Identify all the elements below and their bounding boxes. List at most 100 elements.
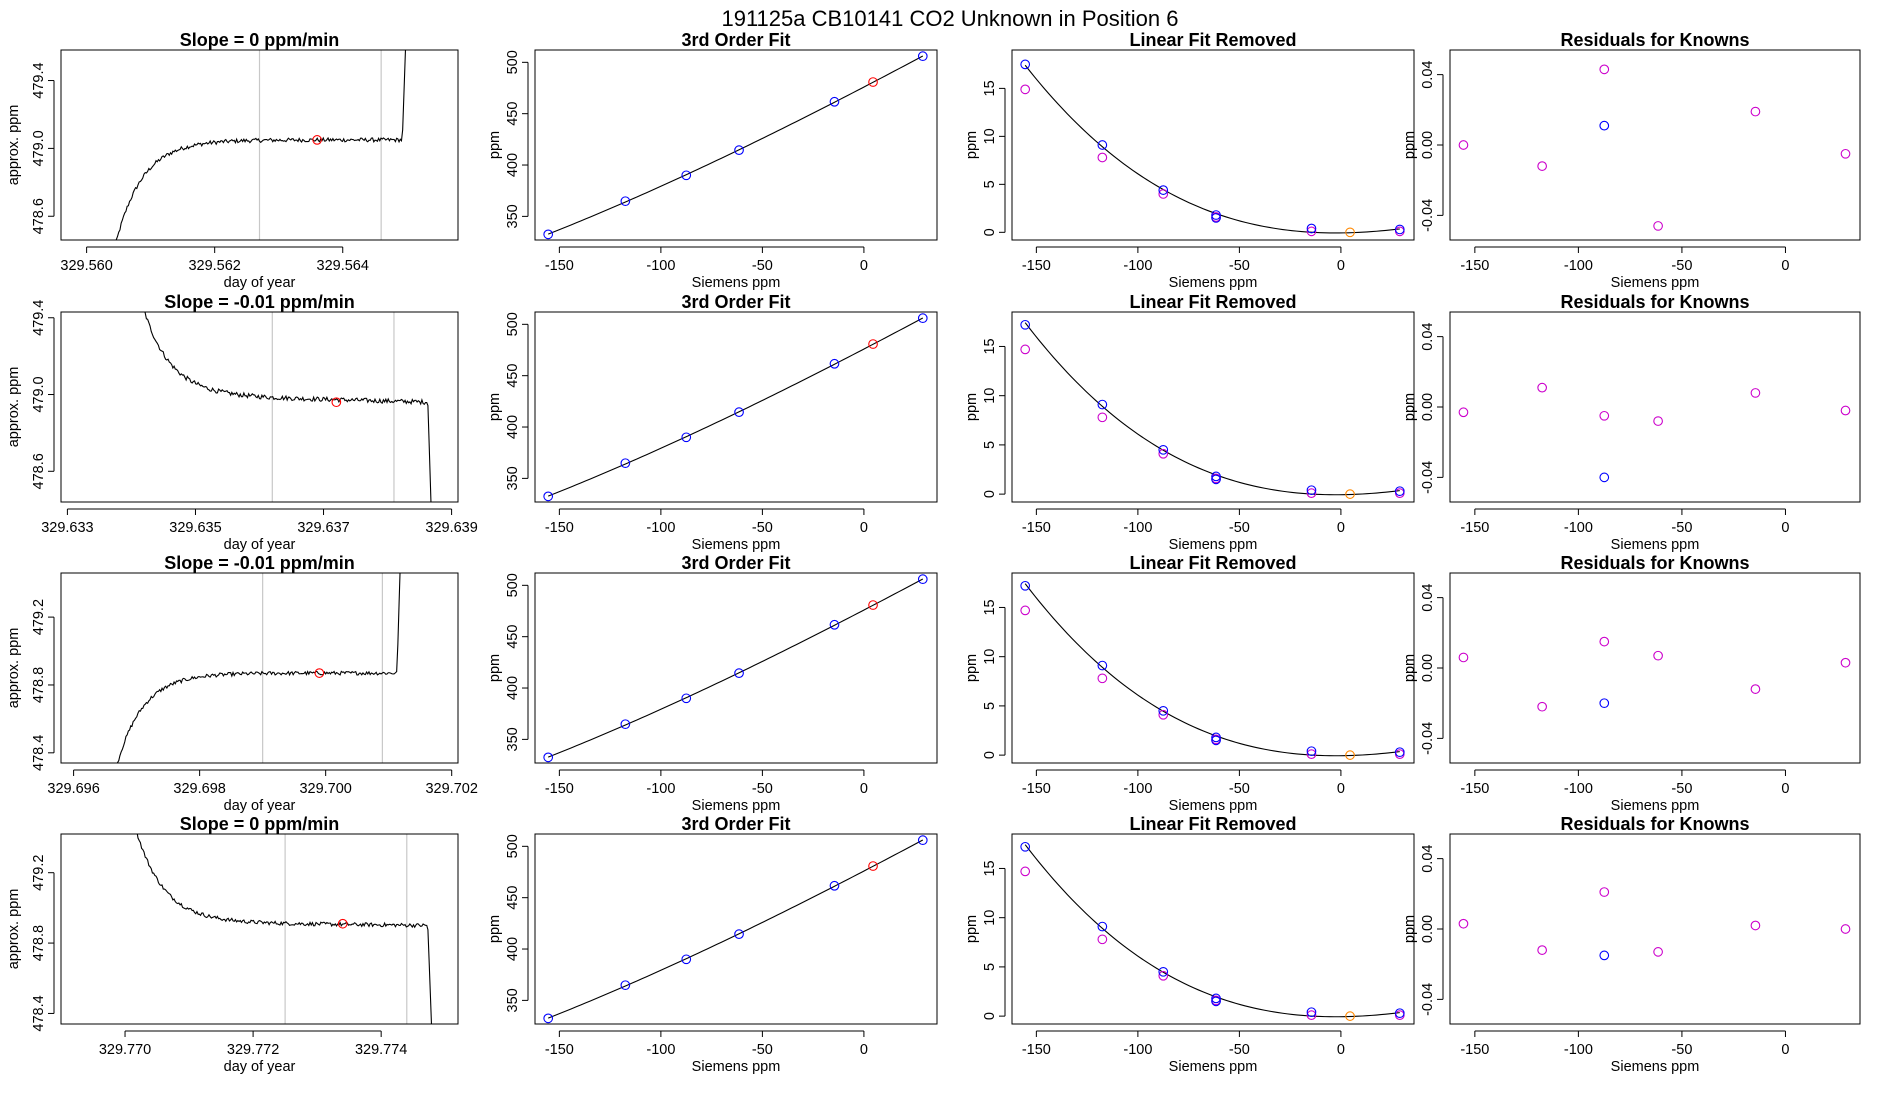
x-tick-label: -50 bbox=[752, 1042, 773, 1058]
y-tick-label: 400 bbox=[505, 676, 521, 700]
y-tick-label: 478.4 bbox=[31, 995, 47, 1031]
x-tick-label: -50 bbox=[752, 781, 773, 797]
y-axis-label: ppm bbox=[487, 654, 503, 682]
known-point bbox=[1394, 1008, 1405, 1019]
y-tick-label: -0.04 bbox=[1420, 983, 1436, 1016]
known-point bbox=[734, 145, 744, 155]
x-axis-label: Siemens ppm bbox=[692, 1059, 781, 1075]
x-tick-label: -150 bbox=[1460, 1042, 1489, 1058]
residual-point bbox=[1458, 918, 1469, 929]
known-point bbox=[1020, 841, 1031, 852]
x-tick-label: 329.637 bbox=[297, 520, 349, 536]
x-tick-label: -50 bbox=[752, 258, 773, 274]
plot-frame bbox=[60, 311, 459, 503]
x-tick-label: -150 bbox=[1022, 520, 1051, 536]
plot-frame bbox=[60, 49, 459, 241]
x-axis: -150 -100 -50 0 bbox=[545, 508, 868, 536]
x-tick-label: 329.772 bbox=[227, 1042, 279, 1058]
y-tick-label: 479.0 bbox=[31, 130, 47, 166]
x-axis-label: Siemens ppm bbox=[692, 275, 781, 291]
residual-point bbox=[1158, 709, 1169, 720]
known-point bbox=[734, 929, 744, 939]
known-point bbox=[543, 491, 554, 502]
residual-point bbox=[1394, 749, 1405, 759]
y-tick-label: 479.4 bbox=[31, 300, 47, 336]
plot-frame bbox=[1011, 49, 1415, 241]
residual-point bbox=[1750, 684, 1761, 694]
concentration-trace bbox=[116, 573, 401, 763]
known-point bbox=[1306, 223, 1317, 234]
plot-frame bbox=[1011, 572, 1415, 764]
x-tick-label: -100 bbox=[1123, 781, 1152, 797]
plot-area bbox=[1020, 580, 1405, 760]
x-tick-label: 0 bbox=[1337, 781, 1345, 797]
known-point bbox=[1211, 735, 1221, 746]
panel-title: Linear Fit Removed bbox=[1129, 30, 1296, 50]
y-tick-label: 500 bbox=[505, 573, 521, 597]
panel-title: Residuals for Knowns bbox=[1560, 292, 1749, 312]
plot-frame bbox=[1011, 311, 1415, 503]
known-point bbox=[1211, 474, 1221, 485]
plot-area bbox=[543, 835, 928, 1024]
y-tick-label: -0.04 bbox=[1420, 722, 1436, 755]
y-tick-label: 5 bbox=[982, 702, 998, 710]
panel-3-0: Slope = 0 ppm/min 329.770 329.772 329.774 da… bbox=[6, 814, 459, 1075]
y-tick-label: 450 bbox=[505, 364, 521, 388]
y-axis-label: ppm bbox=[964, 654, 980, 682]
x-tick-label: -50 bbox=[1229, 1042, 1250, 1058]
x-axis: 329.770 329.772 329.774 bbox=[99, 1030, 407, 1058]
y-axis: -0.04 0.00 0.04 bbox=[1420, 845, 1444, 1016]
residual-point bbox=[1840, 405, 1851, 416]
concentration-trace bbox=[115, 50, 407, 240]
y-tick-label: -0.04 bbox=[1420, 461, 1436, 494]
plot-frame bbox=[1449, 311, 1861, 503]
residual-point bbox=[1653, 650, 1663, 661]
residual-point bbox=[1458, 140, 1469, 150]
x-tick-label: 329.696 bbox=[47, 781, 99, 797]
panel-title: Slope = -0.01 ppm/min bbox=[164, 292, 355, 312]
x-axis: 329.633 329.635 329.637 329.639 bbox=[41, 508, 478, 536]
plot-area bbox=[1020, 841, 1405, 1021]
x-tick-label: 329.774 bbox=[355, 1042, 407, 1058]
unknown-point bbox=[1345, 227, 1355, 238]
fit-curve bbox=[547, 578, 924, 758]
y-tick-label: 0.00 bbox=[1420, 915, 1436, 943]
y-tick-label: 10 bbox=[982, 649, 998, 665]
x-tick-label: 329.633 bbox=[41, 520, 93, 536]
unknown-point bbox=[868, 77, 878, 87]
y-axis: 350 400 450 500 bbox=[505, 50, 529, 228]
residual-point bbox=[1653, 947, 1663, 957]
residual-point bbox=[1394, 488, 1405, 498]
y-axis-label: ppm bbox=[487, 131, 503, 159]
x-tick-label: 329.639 bbox=[425, 520, 477, 536]
x-tick-label: -150 bbox=[545, 520, 574, 536]
y-tick-label: 0.04 bbox=[1420, 323, 1436, 351]
residual-point bbox=[1653, 416, 1663, 426]
panel-title: 3rd Order Fit bbox=[681, 30, 790, 50]
known-point bbox=[1020, 580, 1031, 591]
plot-area bbox=[116, 573, 401, 763]
plot-frame bbox=[1449, 833, 1861, 1025]
x-tick-label: -50 bbox=[1229, 258, 1250, 274]
known-point bbox=[1097, 921, 1108, 932]
y-tick-label: 350 bbox=[505, 988, 521, 1012]
x-axis-label: Siemens ppm bbox=[692, 537, 781, 553]
known-point bbox=[829, 880, 840, 891]
residual-point bbox=[1158, 189, 1169, 199]
y-tick-label: 10 bbox=[982, 388, 998, 404]
residual-point bbox=[1599, 410, 1610, 421]
panel-title: Slope = 0 ppm/min bbox=[180, 30, 340, 50]
residual-point bbox=[1158, 448, 1169, 459]
x-tick-label: -150 bbox=[1460, 781, 1489, 797]
y-axis-label: ppm bbox=[487, 393, 503, 421]
residual-point bbox=[1458, 407, 1469, 418]
plot-frame bbox=[1449, 49, 1861, 241]
panel-0-3: Residuals for Knowns -150 -100 -50 0 Siemens … bbox=[1402, 30, 1861, 291]
residual-point bbox=[1020, 605, 1031, 616]
x-tick-label: 0 bbox=[1781, 781, 1789, 797]
y-tick-label: 10 bbox=[982, 128, 998, 144]
y-axis-label: approx. ppm bbox=[6, 628, 22, 709]
x-tick-label: -50 bbox=[1671, 1042, 1692, 1058]
panel-title: Linear Fit Removed bbox=[1129, 814, 1296, 834]
